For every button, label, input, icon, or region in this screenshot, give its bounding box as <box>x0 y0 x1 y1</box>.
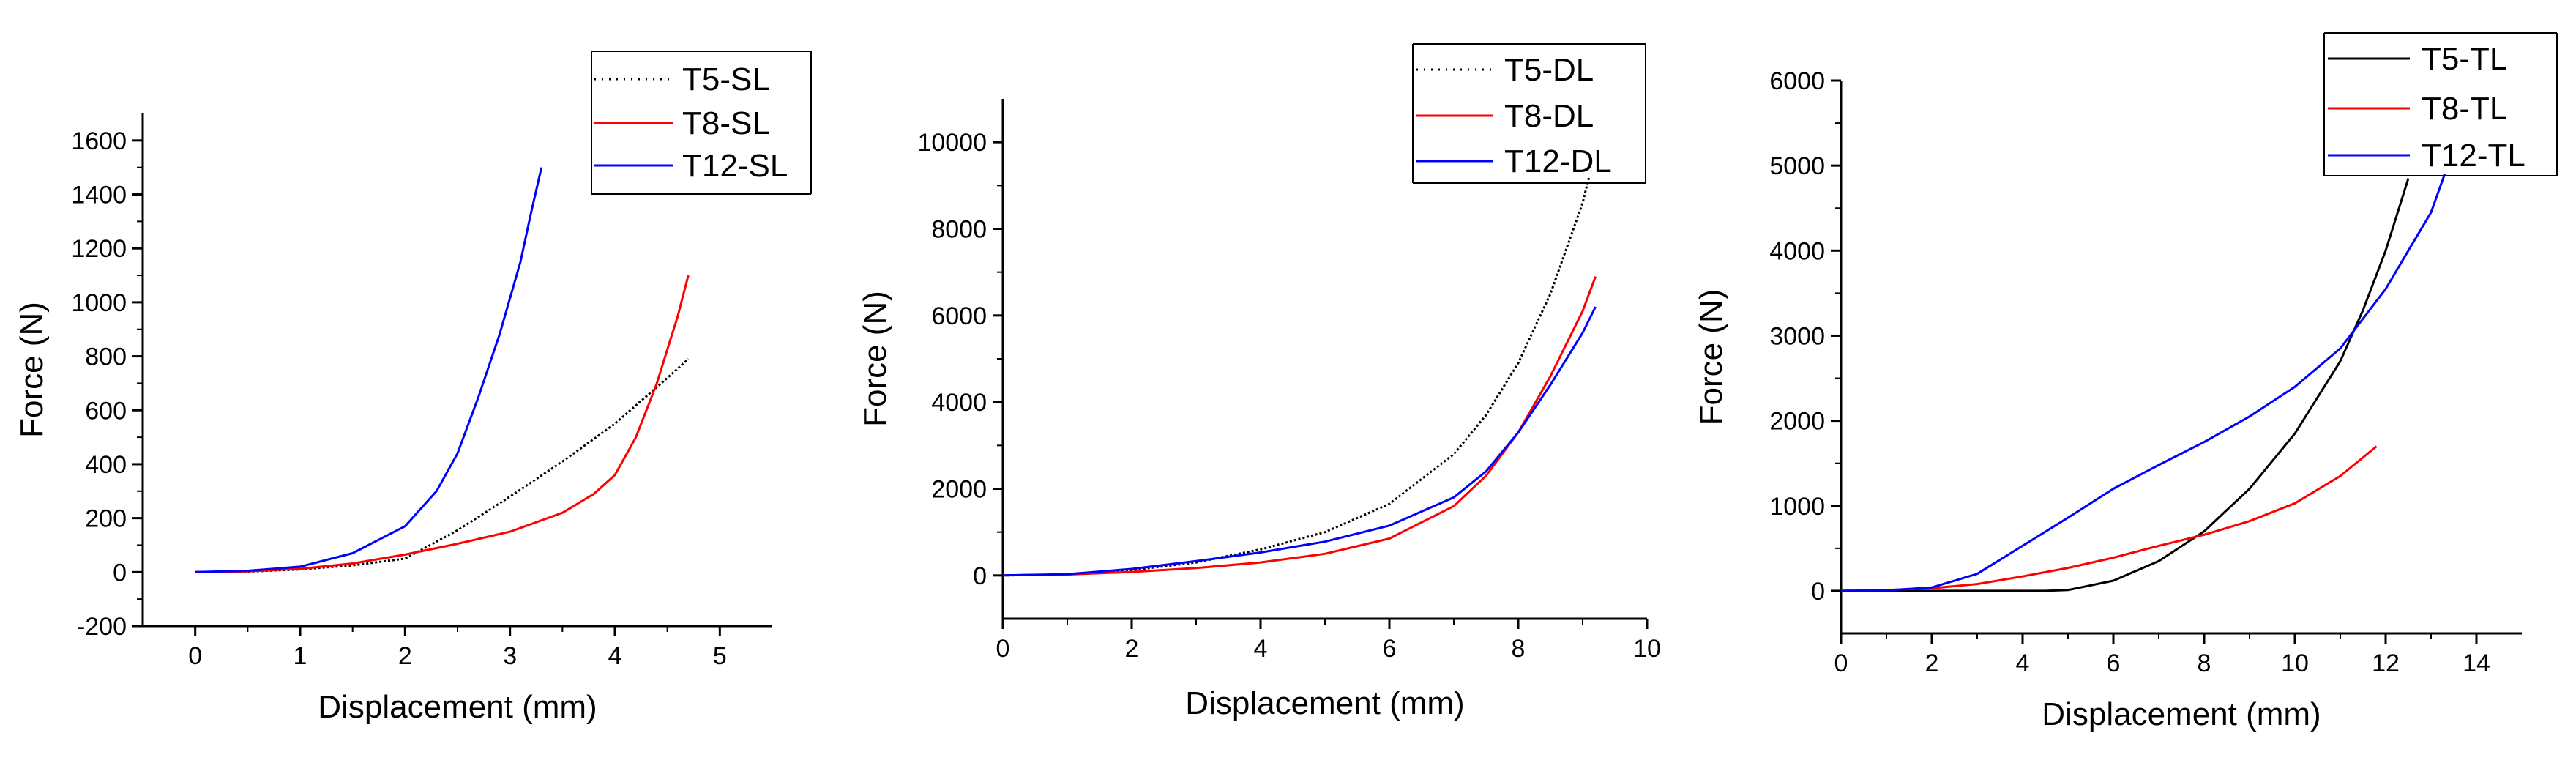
x-tick-label: 6 <box>1383 635 1397 663</box>
chart-2: 0 2 4 6 8 10 0 2000 4000 6000 8000 10000 Displacemen… <box>857 43 1661 721</box>
x-tick-label: 1 <box>294 642 307 670</box>
y-tick-label: 1000 <box>71 289 127 317</box>
series-line-t12-dl <box>1002 306 1597 577</box>
x-tick-label: 10 <box>2281 650 2309 677</box>
series-line-t8-sl <box>195 275 690 573</box>
x-tick-label: 0 <box>996 635 1010 663</box>
series-line-t5-tl <box>1841 178 2410 592</box>
chart-3: 0 2 4 6 8 10 12 14 0 1000 2000 3000 4000 5000 6000 Disp… <box>1693 32 2558 732</box>
y-tick-label: 10000 <box>917 129 987 157</box>
x-tick-label: 14 <box>2463 650 2490 677</box>
x-tick-label: 2 <box>1125 635 1139 663</box>
y-tick-label: 600 <box>85 397 127 425</box>
legend-label: T5-TL <box>2422 41 2507 77</box>
x-axis-title: Displacement (mm) <box>318 689 597 725</box>
legend-label: T12-DL <box>1504 144 1612 179</box>
x-tick-label: 8 <box>2198 650 2211 677</box>
x-tick-label: 8 <box>1512 635 1526 663</box>
y-axis-title: Force (N) <box>14 302 50 438</box>
legend-label: T12-SL <box>682 148 788 184</box>
y-axis-title: Force (N) <box>1693 289 1729 425</box>
legend-label: T5-SL <box>682 62 770 97</box>
series-line-t5-dl <box>1002 176 1591 577</box>
y-tick-label: 2000 <box>1769 408 1825 436</box>
x-tick-label: 12 <box>2372 650 2400 677</box>
legend-label: T12-TL <box>2422 138 2525 174</box>
y-tick-label: 200 <box>85 505 127 533</box>
legend-label: T8-TL <box>2422 91 2507 127</box>
y-tick-label: 8000 <box>931 216 987 244</box>
y-tick-label: 1600 <box>71 127 127 155</box>
y-tick-label: 1000 <box>1769 493 1825 521</box>
y-tick-label: 4000 <box>1769 237 1825 265</box>
y-tick-label: 0 <box>1811 578 1825 606</box>
series-line-t8-dl <box>1002 276 1597 577</box>
y-tick-label: 800 <box>85 343 127 371</box>
y-tick-label: 6000 <box>931 302 987 330</box>
y-axis-title: Force (N) <box>857 291 893 427</box>
chart-1: 0 1 2 3 4 5 -200 0 200 400 600 800 1000 1200 1400 1600 D… <box>14 51 812 725</box>
legend-label: T8-DL <box>1504 98 1594 134</box>
y-tick-label: 1400 <box>71 182 127 209</box>
series-line-t12-sl <box>195 167 543 573</box>
y-tick-label: 0 <box>113 559 127 587</box>
x-tick-label: 5 <box>713 642 727 670</box>
y-tick-label: 6000 <box>1769 67 1825 95</box>
x-tick-label: 4 <box>2016 650 2030 677</box>
x-tick-label: 4 <box>1254 635 1268 663</box>
x-tick-label: 10 <box>1633 635 1661 663</box>
legend: T5-SL T8-SL T12-SL <box>591 51 812 195</box>
y-tick-label: 1200 <box>71 235 127 263</box>
y-tick-label: -200 <box>77 613 127 641</box>
y-tick-label: 5000 <box>1769 152 1825 180</box>
x-tick-label: 0 <box>188 642 202 670</box>
series-line-t8-tl <box>1840 445 2378 592</box>
y-tick-label: 400 <box>85 451 127 479</box>
y-tick-label: 0 <box>973 562 987 590</box>
series-line-t12-tl <box>1840 174 2446 592</box>
x-tick-label: 2 <box>1925 650 1939 677</box>
y-tick-label: 3000 <box>1769 322 1825 350</box>
x-axis-title: Displacement (mm) <box>2042 696 2321 732</box>
x-tick-label: 4 <box>608 642 622 670</box>
x-axis-title: Displacement (mm) <box>1185 685 1464 721</box>
legend: T5-DL T8-DL T12-DL <box>1412 43 1646 184</box>
x-tick-label: 6 <box>2107 650 2121 677</box>
x-tick-label: 3 <box>503 642 517 670</box>
y-tick-label: 4000 <box>931 389 987 417</box>
legend-label: T8-SL <box>682 105 770 141</box>
series-line-t5-sl <box>195 358 690 573</box>
x-tick-label: 2 <box>398 642 412 670</box>
x-tick-label: 0 <box>1834 650 1848 677</box>
y-tick-label: 2000 <box>931 476 987 504</box>
legend: T5-TL T8-TL T12-TL <box>2323 32 2558 176</box>
legend-label: T5-DL <box>1504 52 1594 88</box>
